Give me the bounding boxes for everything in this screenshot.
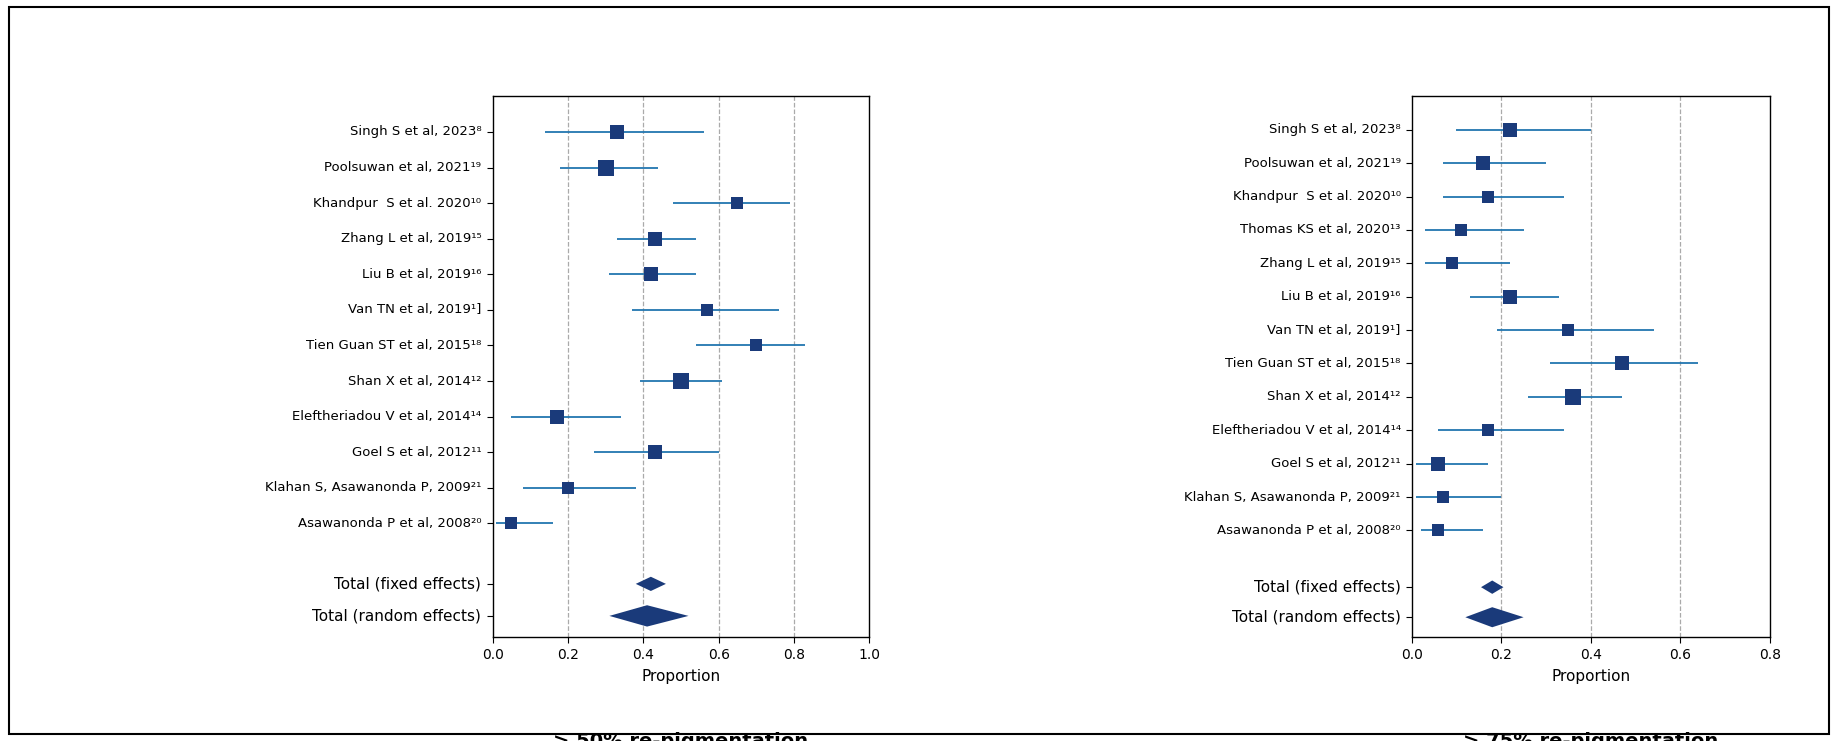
Text: Klahan S, Asawanonda P, 2009²¹: Klahan S, Asawanonda P, 2009²¹ — [265, 482, 482, 494]
Polygon shape — [636, 576, 665, 591]
Text: Goel S et al, 2012¹¹: Goel S et al, 2012¹¹ — [351, 445, 482, 459]
Text: Eleftheriadou V et al, 2014¹⁴: Eleftheriadou V et al, 2014¹⁴ — [1211, 424, 1401, 436]
Text: Asawanonda P et al, 2008²⁰: Asawanonda P et al, 2008²⁰ — [1217, 524, 1401, 537]
Text: Thomas KS et al, 2020¹³: Thomas KS et al, 2020¹³ — [1241, 223, 1401, 236]
Text: Klahan S, Asawanonda P, 2009²¹: Klahan S, Asawanonda P, 2009²¹ — [1184, 491, 1401, 504]
Polygon shape — [610, 605, 689, 627]
Text: Total (random effects): Total (random effects) — [1231, 610, 1401, 625]
Text: Singh S et al, 2023⁸: Singh S et al, 2023⁸ — [349, 125, 482, 139]
Polygon shape — [1465, 607, 1524, 627]
Text: Shan X et al, 2014¹²: Shan X et al, 2014¹² — [347, 374, 482, 388]
Text: Eleftheriadou V et al, 2014¹⁴: Eleftheriadou V et al, 2014¹⁴ — [292, 410, 482, 423]
Text: Van TN et al, 2019¹]: Van TN et al, 2019¹] — [347, 303, 482, 316]
Text: > 50% re-pigmentation: > 50% re-pigmentation — [553, 732, 809, 741]
Text: Total (random effects): Total (random effects) — [312, 608, 482, 623]
Text: > 75% re-pigmentation: > 75% re-pigmentation — [1463, 732, 1719, 741]
Text: Zhang L et al, 2019¹⁵: Zhang L et al, 2019¹⁵ — [1261, 257, 1401, 270]
Text: Poolsuwan et al, 2021¹⁹: Poolsuwan et al, 2021¹⁹ — [323, 161, 482, 174]
Polygon shape — [1481, 580, 1503, 594]
Text: Zhang L et al, 2019¹⁵: Zhang L et al, 2019¹⁵ — [340, 232, 482, 245]
Text: Goel S et al, 2012¹¹: Goel S et al, 2012¹¹ — [1272, 457, 1401, 470]
Text: Van TN et al, 2019¹]: Van TN et al, 2019¹] — [1268, 324, 1401, 336]
Text: Khandpur  S et al. 2020¹⁰: Khandpur S et al. 2020¹⁰ — [312, 196, 482, 210]
Text: Khandpur  S et al. 2020¹⁰: Khandpur S et al. 2020¹⁰ — [1233, 190, 1401, 203]
Text: Liu B et al, 2019¹⁶: Liu B et al, 2019¹⁶ — [1281, 290, 1401, 303]
Text: Liu B et al, 2019¹⁶: Liu B et al, 2019¹⁶ — [362, 268, 482, 281]
Text: Poolsuwan et al, 2021¹⁹: Poolsuwan et al, 2021¹⁹ — [1244, 156, 1401, 170]
Text: Tien Guan ST et al, 2015¹⁸: Tien Guan ST et al, 2015¹⁸ — [1226, 357, 1401, 370]
X-axis label: Proportion: Proportion — [641, 668, 720, 684]
X-axis label: Proportion: Proportion — [1551, 668, 1630, 684]
Text: Total (fixed effects): Total (fixed effects) — [1254, 579, 1401, 595]
Text: Shan X et al, 2014¹²: Shan X et al, 2014¹² — [1266, 391, 1401, 403]
Text: Total (fixed effects): Total (fixed effects) — [335, 576, 482, 591]
Text: Asawanonda P et al, 2008²⁰: Asawanonda P et al, 2008²⁰ — [298, 517, 482, 530]
Text: Tien Guan ST et al, 2015¹⁸: Tien Guan ST et al, 2015¹⁸ — [305, 339, 482, 352]
Text: Singh S et al, 2023⁸: Singh S et al, 2023⁸ — [1268, 123, 1401, 136]
